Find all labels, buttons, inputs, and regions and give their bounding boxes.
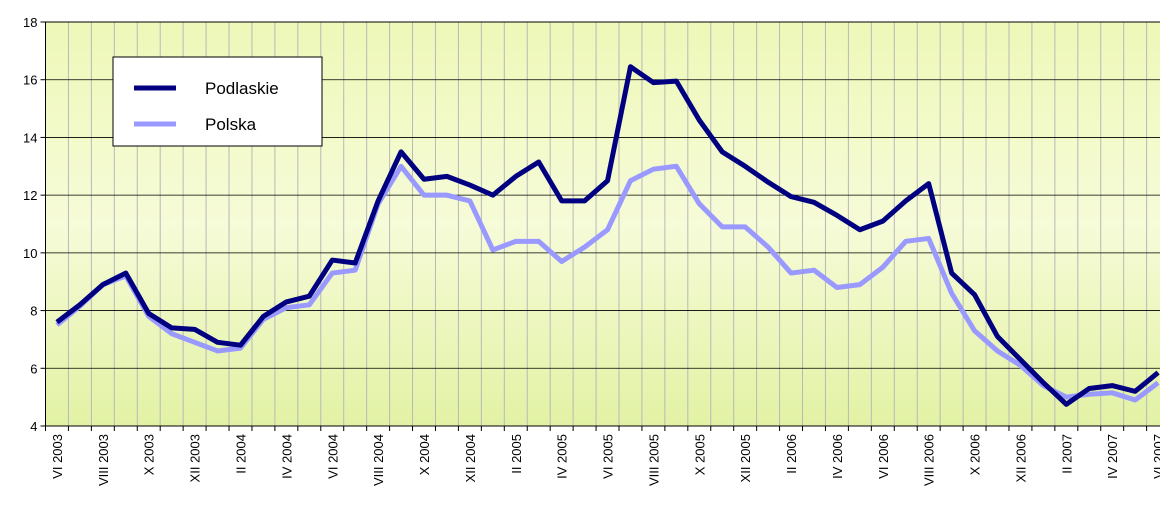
x-tick-label: VIII 2006 <box>922 434 937 486</box>
plot-border <box>45 21 1160 427</box>
x-tick-label: VIII 2004 <box>371 434 386 486</box>
x-tick-label: VI 2003 <box>50 434 65 479</box>
x-tick-label: IV 2006 <box>830 434 845 479</box>
legend-label: Polska <box>205 115 257 134</box>
x-tick-label: II 2006 <box>784 434 799 474</box>
y-tick-label: 8 <box>30 304 37 319</box>
x-tick-label: II 2005 <box>509 434 524 474</box>
y-tick-label: 4 <box>30 419 37 434</box>
y-tick-label: 18 <box>23 15 37 30</box>
x-tick-label: XII 2006 <box>1013 434 1028 482</box>
x-tick-label: X 2003 <box>142 434 157 475</box>
x-tick-label: IV 2007 <box>1105 434 1120 479</box>
x-tick-label: X 2006 <box>968 434 983 475</box>
legend-box <box>112 56 323 147</box>
series-line <box>55 64 1160 407</box>
y-tick-label: 14 <box>23 130 37 145</box>
x-tick-label: XII 2004 <box>463 434 478 482</box>
x-tick-label: VI 2005 <box>601 434 616 479</box>
x-tick-label: X 2004 <box>417 434 432 475</box>
y-tick-label: 16 <box>23 73 37 88</box>
x-tick-label: XII 2003 <box>188 434 203 482</box>
y-tick-label: 10 <box>23 246 37 261</box>
x-tick-label: VIII 2005 <box>646 434 661 486</box>
x-tick-label: VI 2004 <box>325 434 340 479</box>
x-tick-label: II 2004 <box>233 434 248 474</box>
y-tick-label: 12 <box>23 188 37 203</box>
x-tick-label: II 2007 <box>1059 434 1074 474</box>
x-tick-label: VIII 2003 <box>96 434 111 486</box>
series-line <box>55 163 1160 403</box>
x-tick-label: VI 2006 <box>876 434 891 479</box>
x-tick-label: VI 2007 <box>1151 434 1160 479</box>
legend-label: Podlaskie <box>205 79 279 98</box>
x-tick-label: X 2005 <box>692 434 707 475</box>
y-tick-label: 6 <box>30 361 37 376</box>
x-tick-label: XII 2005 <box>738 434 753 482</box>
x-tick-label: IV 2004 <box>279 434 294 479</box>
x-tick-label: IV 2005 <box>555 434 570 479</box>
